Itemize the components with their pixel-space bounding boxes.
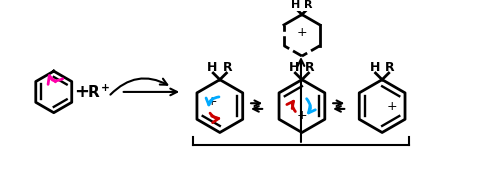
Text: H: H — [289, 61, 300, 74]
Text: +: + — [297, 109, 307, 122]
Text: H: H — [369, 61, 380, 74]
Text: +: + — [75, 83, 90, 101]
Text: +: + — [207, 95, 217, 108]
Text: H: H — [291, 0, 300, 10]
Text: R: R — [222, 61, 232, 74]
Text: +: + — [297, 26, 307, 39]
Text: $\mathbf{R^+}$: $\mathbf{R^+}$ — [87, 83, 111, 101]
Text: R: R — [304, 0, 313, 10]
Text: R: R — [385, 61, 394, 74]
Text: H: H — [207, 61, 217, 74]
Text: R: R — [305, 61, 314, 74]
Text: +: + — [386, 100, 397, 112]
